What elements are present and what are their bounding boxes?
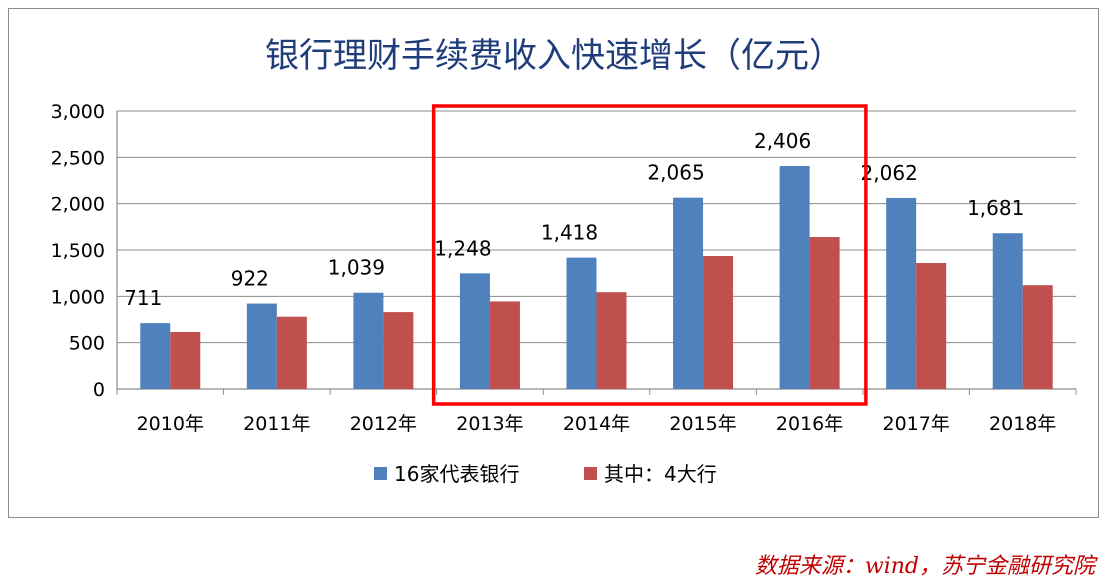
y-tick-label: 0 [93, 379, 105, 401]
legend-label: 16家代表银行 [394, 462, 519, 486]
data-label: 1,039 [328, 256, 385, 280]
bar-series-1 [779, 166, 810, 389]
data-label: 1,418 [541, 221, 598, 245]
chart-frame: 银行理财手续费收入快速增长（亿元） 0 500 1,000 1,500 2,000 2,5… [8, 8, 1099, 518]
x-tick-label: 2018年 [989, 413, 1056, 435]
bar-series-1 [140, 323, 171, 389]
y-tick-label: 1,500 [51, 240, 105, 262]
bar-series-1 [992, 233, 1023, 389]
bars [140, 166, 1053, 389]
data-label: 2,065 [647, 161, 704, 185]
y-tick-label: 500 [69, 333, 105, 355]
y-tick-label: 1,000 [51, 286, 105, 308]
legend-label: 其中：4大行 [604, 462, 717, 486]
data-label: 2,406 [754, 129, 811, 153]
y-tick-label: 2,500 [51, 147, 105, 169]
x-tick-label: 2013年 [456, 413, 523, 435]
x-tick-label: 2012年 [350, 413, 417, 435]
bar-series-1 [886, 197, 917, 389]
bar-series-1 [673, 197, 704, 389]
legend-swatch [374, 467, 387, 480]
labels: 0 500 1,000 1,500 2,000 2,500 3,000 2010年 711 201… [51, 101, 1057, 435]
bar-chart: 银行理财手续费收入快速增长（亿元） 0 500 1,000 1,500 2,000 2,5… [51, 36, 1077, 486]
data-label: 922 [231, 267, 269, 291]
x-tick-label: 2017年 [882, 413, 949, 435]
data-label: 1,248 [434, 236, 491, 260]
bar-series-2 [809, 237, 840, 389]
y-tick-label: 3,000 [51, 101, 105, 123]
bar-series-2 [489, 301, 520, 389]
bar-series-2 [1022, 285, 1053, 389]
bar-series-1 [459, 273, 490, 389]
bar-series-2 [383, 312, 414, 389]
bar-series-2 [170, 332, 201, 389]
y-tick-label: 2,000 [51, 194, 105, 216]
x-tick-label: 2016年 [776, 413, 843, 435]
bar-series-1 [353, 292, 384, 389]
bar-series-1 [246, 303, 277, 389]
bar-series-2 [596, 292, 627, 389]
legend: 16家代表银行 其中：4大行 [374, 462, 717, 486]
data-label: 2,062 [861, 161, 918, 185]
bar-series-2 [276, 316, 307, 389]
x-tick-label: 2011年 [243, 413, 310, 435]
x-tick-label: 2010年 [137, 413, 204, 435]
bar-series-1 [566, 257, 597, 389]
data-label: 1,681 [967, 196, 1024, 220]
x-tick-label: 2014年 [563, 413, 630, 435]
chart-title: 银行理财手续费收入快速增长（亿元） [265, 36, 843, 76]
legend-swatch [584, 467, 597, 480]
source-note: 数据来源：wind，苏宁金融研究院 [754, 554, 1095, 579]
bar-series-2 [703, 256, 734, 389]
data-label: 711 [124, 286, 162, 310]
bar-series-2 [916, 262, 947, 389]
x-tick-label: 2015年 [669, 413, 736, 435]
highlight-box [431, 104, 868, 406]
